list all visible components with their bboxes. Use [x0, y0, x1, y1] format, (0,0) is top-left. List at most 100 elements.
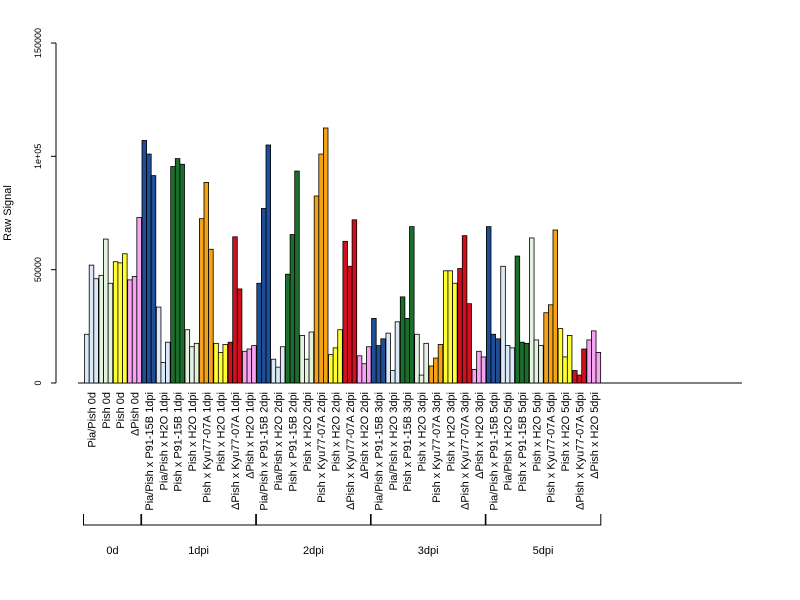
x-tick-label: ΔPish x Kyu77-07A 2dpi [345, 392, 357, 510]
group-bracket [140, 514, 257, 526]
bar [289, 234, 296, 384]
x-tick-label: Pish x Kyu77-07A 5dpi [546, 392, 558, 503]
group-bracket [484, 514, 602, 526]
bar [103, 238, 109, 384]
x-tick-label: Pish x P91-15B 2dpi [287, 392, 299, 492]
bar [88, 264, 95, 384]
bar [160, 362, 166, 384]
bar [595, 351, 602, 384]
bar [141, 140, 147, 384]
bar [385, 332, 391, 384]
bar [122, 253, 128, 384]
bar [227, 341, 234, 384]
bar [414, 333, 420, 384]
x-tick-label: ΔPish x H2O 5dpi [589, 392, 601, 479]
bar [504, 345, 511, 384]
bar [294, 170, 300, 384]
bar [236, 288, 243, 384]
bar [514, 255, 521, 384]
bar [347, 265, 353, 384]
bar [399, 296, 406, 384]
bar [461, 235, 468, 384]
bar [170, 166, 176, 384]
x-tick-label: Pia/Pish x P91-15B 5dpi [488, 392, 500, 511]
bar [572, 370, 578, 384]
bar [174, 158, 181, 384]
bar [591, 330, 597, 384]
x-tick-label: ΔPish x Kyu77-07A 5dpi [574, 392, 586, 510]
bar [208, 248, 214, 384]
bar [322, 127, 329, 384]
bar [351, 219, 358, 384]
bar [213, 342, 219, 384]
x-tick-label: Pia/Pish x P91-15B 1dpi [144, 392, 156, 511]
bar [304, 358, 310, 384]
x-tick-label: Pish x H2O 3dpi [445, 392, 457, 471]
bar [127, 279, 133, 384]
bar [548, 304, 554, 384]
x-tick-label: Pia/Pish x H2O 2dpi [273, 392, 285, 490]
bar [189, 346, 195, 384]
bar [117, 262, 123, 384]
bar [437, 344, 444, 384]
x-tick-label: ΔPish x H2O 2dpi [359, 392, 371, 479]
bar [222, 344, 228, 384]
bar [318, 153, 324, 384]
x-tick-label: Pish x P91-15B 1dpi [173, 392, 185, 492]
bar [179, 163, 185, 384]
group-label: 0d [106, 545, 118, 557]
bar [155, 306, 162, 384]
bar [285, 273, 291, 384]
x-tick-label: Pia/Pish x P91-15B 3dpi [374, 392, 386, 511]
bar [356, 355, 363, 384]
x-tick-label: Pia/Pish x H2O 5dpi [503, 392, 515, 490]
bar [308, 331, 315, 384]
bar [552, 229, 558, 384]
x-tick-label: Pish x H2O 1dpi [216, 392, 228, 471]
bar [562, 356, 568, 384]
bar [557, 328, 564, 384]
bar [529, 237, 535, 384]
bar [366, 346, 372, 384]
bar [184, 329, 191, 384]
bar [447, 270, 453, 384]
bar [270, 358, 277, 384]
x-tick-label: Pish x Kyu77-07A 1dpi [201, 392, 213, 503]
x-tick-label: ΔPish 0d [130, 392, 142, 436]
bar [342, 240, 348, 384]
bar [112, 261, 119, 384]
bar [581, 348, 587, 384]
y-tick-label: 50000 [33, 257, 43, 282]
y-axis: 0 50000 1e+05 150000 [33, 28, 57, 386]
x-tick-label: ΔPish x Kyu77-07A 3dpi [460, 392, 472, 510]
bar [380, 338, 386, 384]
y-tick-label: 0 [33, 380, 43, 385]
bar [371, 317, 377, 384]
bar [279, 346, 286, 384]
bars [84, 127, 602, 384]
bar [452, 282, 458, 384]
x-tick-label: Pish x H2O 5dpi [531, 392, 543, 471]
bar [418, 374, 425, 384]
bar [576, 374, 583, 384]
group-label: 5dpi [533, 545, 554, 557]
bar [485, 226, 492, 384]
bar [232, 236, 238, 384]
bar [242, 350, 248, 384]
bar [203, 181, 209, 384]
bar [466, 303, 472, 384]
bar [93, 278, 99, 384]
bar [136, 217, 142, 384]
bar [332, 347, 339, 384]
y-axis-label: Raw Signal [2, 185, 14, 241]
bar [246, 348, 253, 384]
bar [409, 226, 415, 384]
group-label: 1dpi [188, 545, 209, 557]
bar [390, 370, 396, 384]
group-bracket [255, 514, 372, 526]
x-tick-label: ΔPish x H2O 3dpi [474, 392, 486, 479]
group-brackets: 0d 1dpi 2dpi 3dpi 5dpi [83, 514, 602, 557]
bar [433, 357, 439, 384]
bar [146, 153, 152, 384]
